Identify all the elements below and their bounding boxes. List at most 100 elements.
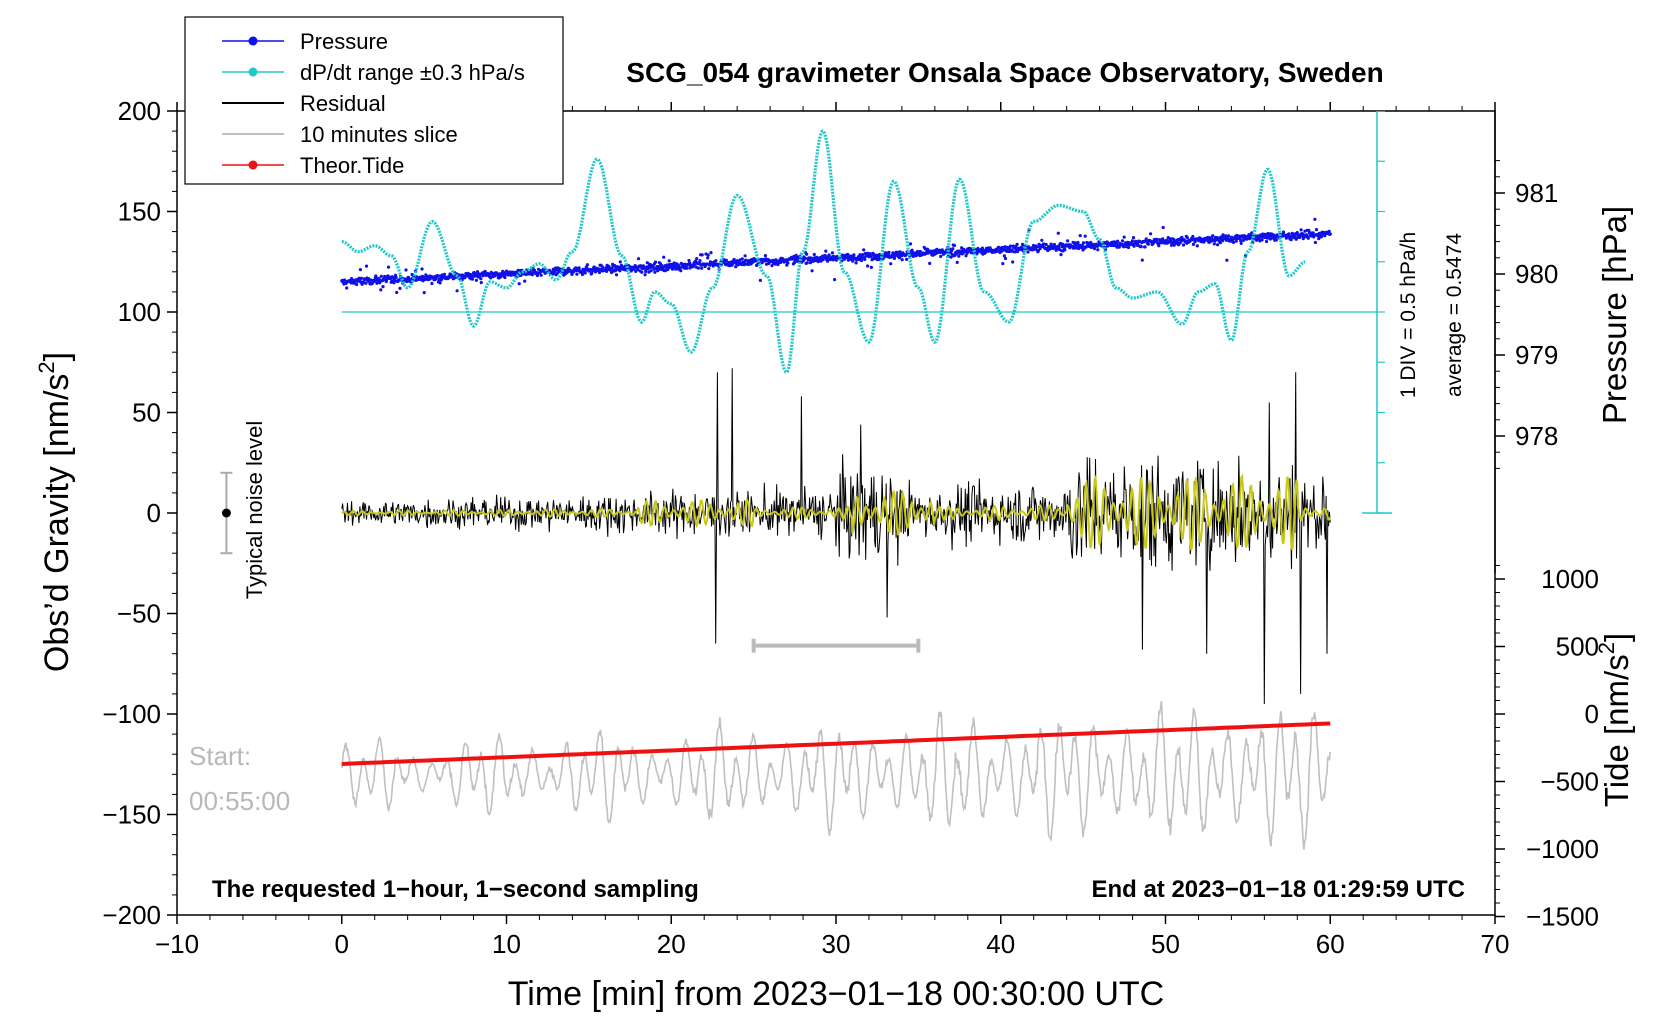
legend-swatch-dot	[248, 67, 258, 77]
pressure-point	[386, 265, 391, 269]
pressure-point	[1002, 254, 1007, 258]
pressure-point	[805, 252, 809, 256]
slice-curve	[341, 701, 1331, 850]
pressure-point	[805, 261, 809, 265]
pressure-point	[1140, 258, 1144, 262]
pressure-point	[862, 248, 866, 252]
pressure-point	[1297, 235, 1302, 240]
pressure-point	[1083, 234, 1087, 238]
pressure-point	[851, 259, 855, 263]
pressure-point	[653, 260, 658, 264]
pressure-point	[803, 256, 807, 260]
pressure-axis-label: Pressure [hPa]	[1596, 206, 1633, 424]
pressure-point	[577, 266, 581, 270]
pressure-point	[420, 267, 424, 271]
pressure-point	[1260, 238, 1264, 242]
pressure-point	[539, 273, 543, 277]
noise-label: Typical noise level	[242, 421, 267, 600]
pressure-point	[1008, 244, 1013, 248]
pressure-point	[614, 273, 619, 277]
x-axis: −10 0 10 20 30 40 50 60 70	[155, 102, 1509, 959]
pressure-point	[483, 269, 487, 274]
x-tick-label: 20	[657, 929, 686, 959]
pressure-point	[1191, 242, 1195, 246]
pressure-point	[1044, 242, 1048, 247]
pressure-point	[1131, 236, 1136, 240]
pressure-point	[724, 258, 729, 262]
pressure-point	[939, 254, 943, 258]
start-label: Start:	[189, 741, 251, 771]
pressure-point	[517, 282, 521, 286]
legend-label: dP/dt range ±0.3 hPa/s	[300, 60, 525, 85]
pressure-point	[827, 253, 831, 257]
pressure-point	[430, 281, 434, 286]
y-tick-label: −200	[102, 900, 161, 930]
pressure-point	[580, 272, 585, 277]
pressure-point	[677, 264, 681, 268]
y-label-sup: 2	[34, 361, 59, 373]
pressure-point	[957, 254, 961, 258]
pressure-point	[643, 273, 647, 277]
pressure-point	[1001, 262, 1005, 266]
pressure-point	[474, 278, 478, 282]
pressure-point	[698, 259, 702, 263]
legend-label: Theor.Tide	[300, 153, 404, 178]
legend-label: 10 minutes slice	[300, 122, 458, 147]
pressure-point	[812, 252, 816, 257]
pressure-point	[407, 276, 411, 280]
pressure-point	[966, 250, 970, 254]
pressure-tick-label: 979	[1515, 340, 1558, 370]
pressure-point	[479, 277, 483, 281]
pressure-point	[1307, 228, 1311, 232]
pressure-point	[1181, 243, 1186, 247]
y-tick-label: −50	[117, 599, 161, 629]
pressure-point	[1130, 239, 1134, 243]
pressure-point	[653, 270, 657, 274]
pressure-point	[1026, 250, 1030, 254]
pressure-point	[585, 263, 590, 267]
pressure-point	[1227, 234, 1231, 238]
x-tick-label: −10	[155, 929, 199, 959]
pressure-point	[1311, 231, 1315, 235]
pressure-point	[955, 260, 959, 264]
pressure-point	[910, 248, 914, 252]
pressure-point	[501, 270, 505, 275]
tide-label-sup: 2	[1594, 642, 1619, 654]
pressure-point	[1136, 242, 1140, 246]
tide-tick-label: 0	[1585, 699, 1599, 729]
y-tick-label: 50	[132, 398, 161, 428]
pressure-tick-label: 978	[1515, 421, 1558, 451]
pressure-point	[908, 242, 913, 246]
y-tick-label: 150	[118, 197, 161, 227]
tide-tick-label: −1000	[1526, 834, 1599, 864]
legend-swatch-dot	[248, 36, 258, 46]
pressure-point	[640, 270, 644, 274]
pressure-point	[976, 246, 980, 251]
pressure-point	[1052, 242, 1056, 247]
pressure-point	[636, 257, 641, 261]
pressure-point	[700, 266, 704, 270]
legend-swatch-dot	[248, 160, 258, 170]
pressure-point	[438, 281, 442, 285]
y-tick-label: 200	[118, 96, 161, 126]
pressure-point	[734, 265, 738, 269]
tide-tick-label: 1000	[1541, 564, 1599, 594]
pressure-point	[770, 264, 774, 268]
pressure-point	[410, 272, 414, 277]
pressure-point	[1139, 245, 1143, 249]
pressure-point	[1011, 260, 1015, 264]
pressure-point	[688, 266, 692, 270]
pressure-point	[358, 268, 362, 272]
pressure-point	[1245, 237, 1249, 241]
div-label: 1 DIV = 0.5 hPa/h	[1397, 232, 1420, 398]
pressure-point	[381, 285, 385, 289]
pressure-point	[892, 256, 897, 260]
pressure-point	[619, 263, 624, 267]
pressure-point	[928, 261, 932, 265]
pressure-point	[644, 269, 648, 274]
pressure-point	[1059, 253, 1063, 257]
y-tick-label: 100	[118, 297, 161, 327]
y-label-main: Obs’d Gravity [nm/s	[38, 374, 76, 673]
bottom-left-note: The requested 1−hour, 1−second sampling	[212, 876, 699, 903]
